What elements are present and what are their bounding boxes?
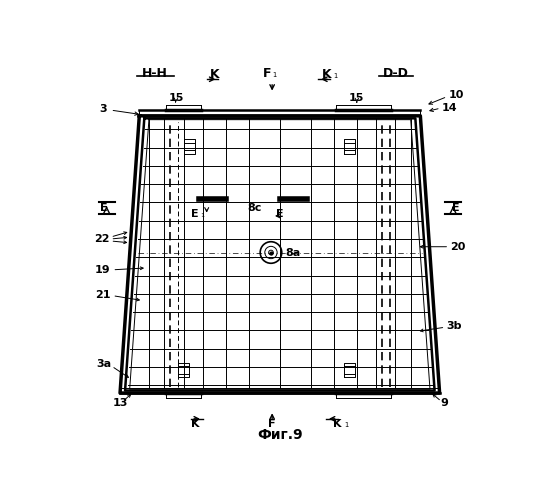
Text: 3a: 3a [96, 359, 111, 369]
Text: E: E [452, 203, 460, 213]
Text: K: K [333, 419, 342, 429]
Text: H-H: H-H [142, 67, 168, 80]
Text: E: E [191, 209, 199, 219]
Text: K: K [322, 68, 331, 81]
Text: F: F [263, 67, 271, 80]
Text: $_1$: $_1$ [272, 70, 278, 80]
Text: 15: 15 [168, 92, 183, 102]
Text: 8a: 8a [286, 248, 301, 258]
Text: 22: 22 [94, 234, 110, 244]
Text: F: F [269, 419, 276, 429]
Text: 19: 19 [95, 265, 110, 275]
Text: K: K [210, 68, 219, 81]
Text: E: E [100, 203, 108, 213]
Text: 21: 21 [95, 290, 110, 300]
Text: $_1$: $_1$ [344, 420, 349, 430]
Text: Фиг.9: Фиг.9 [257, 428, 302, 442]
Text: 10: 10 [448, 90, 464, 101]
Text: E: E [276, 209, 283, 219]
Text: 3b: 3b [446, 322, 462, 332]
Text: 14: 14 [442, 103, 457, 113]
Text: $_1$: $_1$ [333, 71, 339, 81]
Text: 9: 9 [441, 398, 449, 408]
Text: 20: 20 [450, 242, 465, 252]
Text: K: K [191, 419, 199, 429]
Text: $_1$: $_1$ [200, 211, 205, 220]
Text: D-D: D-D [382, 67, 408, 80]
Text: 13: 13 [112, 398, 128, 408]
Text: 3: 3 [99, 104, 106, 115]
Text: 8c: 8c [247, 203, 262, 213]
Text: 15: 15 [349, 92, 365, 102]
